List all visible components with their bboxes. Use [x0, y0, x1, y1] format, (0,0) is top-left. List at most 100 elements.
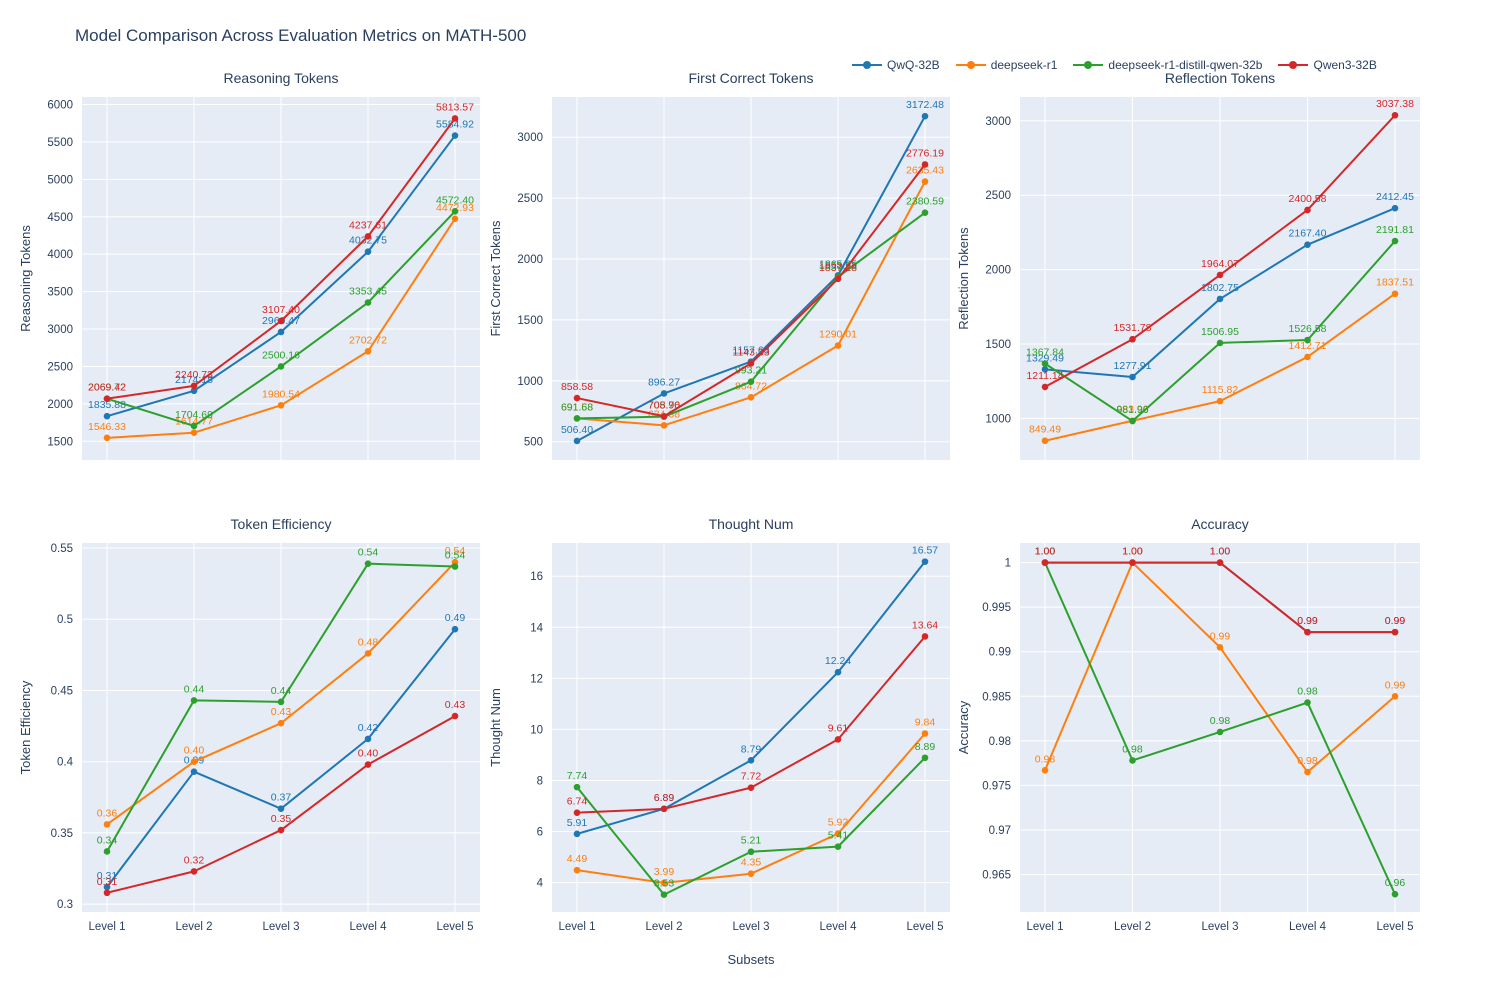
data-point[interactable] [364, 650, 372, 657]
data-point[interactable] [1216, 295, 1224, 303]
data-point[interactable] [1216, 339, 1224, 347]
data-point[interactable] [573, 415, 581, 422]
data-point[interactable] [1304, 353, 1311, 361]
data-point[interactable] [364, 299, 372, 306]
legend-item-Qwen3-32B[interactable]: Qwen3-32B [1278, 58, 1377, 72]
data-point[interactable] [277, 698, 285, 706]
data-point[interactable] [190, 429, 198, 436]
data-point[interactable] [364, 233, 372, 240]
data-point[interactable] [103, 848, 111, 855]
data-point[interactable] [1304, 241, 1311, 248]
data-point[interactable] [451, 132, 459, 139]
data-point[interactable] [190, 697, 198, 704]
data-point[interactable] [277, 328, 285, 336]
data-point[interactable] [103, 395, 111, 402]
data-point[interactable] [190, 868, 198, 875]
data-point[interactable] [364, 560, 372, 567]
data-point[interactable] [660, 412, 668, 420]
data-point[interactable] [1391, 693, 1399, 700]
data-point[interactable] [921, 730, 929, 737]
data-point[interactable] [834, 830, 842, 837]
data-point[interactable] [1041, 366, 1049, 373]
data-point[interactable] [573, 866, 581, 874]
data-point[interactable] [1129, 373, 1136, 381]
data-point[interactable] [660, 805, 668, 813]
data-point[interactable] [834, 275, 842, 283]
data-point[interactable] [103, 889, 111, 897]
data-point[interactable] [834, 843, 842, 850]
data-point[interactable] [103, 434, 111, 442]
data-point[interactable] [921, 112, 929, 120]
data-point[interactable] [1304, 206, 1311, 214]
data-point[interactable] [451, 625, 459, 633]
data-point[interactable] [573, 437, 581, 445]
data-point[interactable] [747, 360, 755, 367]
data-point[interactable] [451, 115, 459, 122]
data-point[interactable] [277, 826, 285, 834]
data-point[interactable] [660, 879, 668, 887]
data-point[interactable] [747, 378, 755, 385]
data-point[interactable] [1129, 559, 1136, 566]
data-point[interactable] [103, 883, 111, 891]
data-point[interactable] [1304, 628, 1311, 636]
data-point[interactable] [921, 161, 929, 168]
data-point[interactable] [1304, 336, 1311, 344]
data-point[interactable] [834, 668, 842, 676]
data-point[interactable] [921, 209, 929, 216]
data-point[interactable] [1216, 559, 1224, 566]
data-point[interactable] [834, 342, 842, 349]
data-point[interactable] [747, 757, 755, 764]
data-point[interactable] [364, 761, 372, 768]
legend-item-QwQ-32B[interactable]: QwQ-32B [852, 58, 940, 72]
data-point[interactable] [660, 390, 668, 397]
data-point[interactable] [1041, 766, 1049, 774]
data-point[interactable] [921, 633, 929, 640]
data-point[interactable] [747, 848, 755, 856]
data-point[interactable] [1304, 699, 1311, 706]
data-point[interactable] [921, 558, 929, 565]
data-point[interactable] [1391, 204, 1399, 212]
data-point[interactable] [921, 178, 929, 185]
data-point[interactable] [921, 754, 929, 762]
data-point[interactable] [103, 412, 111, 420]
data-point[interactable] [747, 784, 755, 791]
data-point[interactable] [190, 768, 198, 775]
data-point[interactable] [1129, 417, 1136, 425]
data-point[interactable] [1216, 643, 1224, 651]
data-point[interactable] [660, 891, 668, 898]
data-point[interactable] [277, 719, 285, 727]
data-point[interactable] [1041, 360, 1049, 367]
data-point[interactable] [1129, 757, 1136, 764]
data-point[interactable] [1216, 271, 1224, 279]
data-point[interactable] [277, 317, 285, 325]
data-point[interactable] [1304, 768, 1311, 776]
data-point[interactable] [573, 809, 581, 816]
data-point[interactable] [451, 208, 459, 215]
data-point[interactable] [364, 735, 372, 743]
data-point[interactable] [277, 402, 285, 409]
data-point[interactable] [190, 422, 198, 430]
data-point[interactable] [1391, 890, 1399, 898]
data-point[interactable] [834, 736, 842, 743]
data-point[interactable] [364, 347, 372, 355]
data-point[interactable] [1041, 559, 1049, 566]
data-point[interactable] [1391, 290, 1399, 298]
data-point[interactable] [1391, 237, 1399, 245]
data-point[interactable] [1216, 397, 1224, 405]
data-point[interactable] [660, 422, 668, 429]
data-point[interactable] [277, 805, 285, 813]
data-point[interactable] [277, 363, 285, 370]
data-point[interactable] [747, 394, 755, 401]
data-point[interactable] [364, 248, 372, 256]
data-point[interactable] [451, 215, 459, 223]
data-point[interactable] [451, 563, 459, 570]
data-point[interactable] [103, 821, 111, 828]
data-point[interactable] [190, 758, 198, 765]
data-point[interactable] [1391, 111, 1399, 119]
legend-item-deepseek-r1-distill-qwen-32b[interactable]: deepseek-r1-distill-qwen-32b [1073, 58, 1262, 72]
data-point[interactable] [747, 870, 755, 877]
data-point[interactable] [190, 382, 198, 390]
data-point[interactable] [1129, 335, 1136, 343]
data-point[interactable] [451, 712, 459, 720]
data-point[interactable] [573, 830, 581, 838]
